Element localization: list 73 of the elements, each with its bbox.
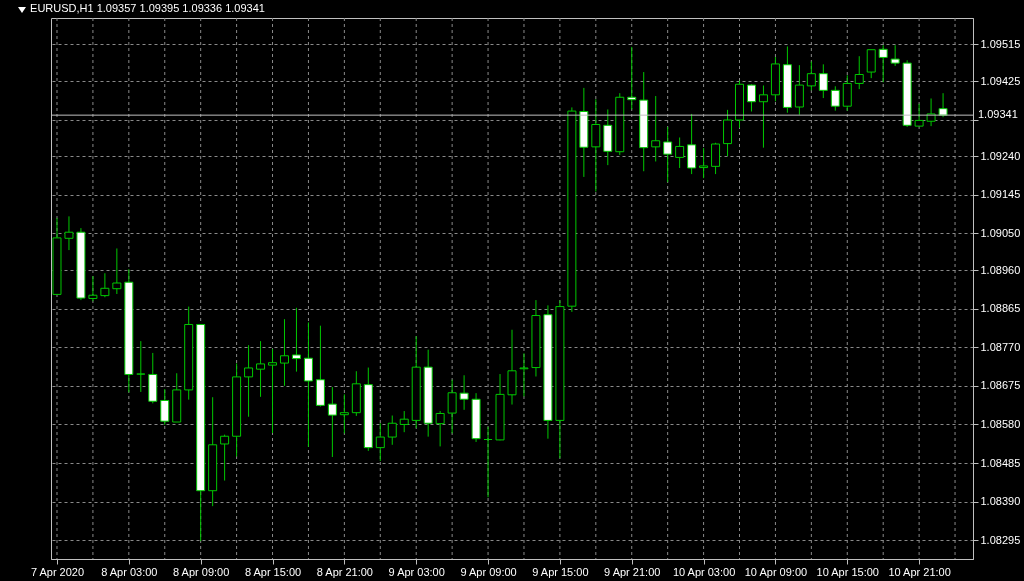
- x-tick-label: 8 Apr 21:00: [316, 565, 373, 578]
- candlestick: [435, 410, 445, 447]
- candlestick: [699, 147, 709, 179]
- y-tick-label: 1.08580: [980, 417, 1021, 430]
- y-tick-label: 1.09050: [980, 226, 1021, 239]
- candlestick: [675, 137, 685, 169]
- candlestick: [327, 386, 337, 458]
- candlestick: [291, 307, 301, 373]
- candlestick: [459, 374, 469, 411]
- candlestick: [830, 85, 840, 112]
- candlestick: [938, 92, 948, 118]
- ref-line-label: 1.09341: [978, 108, 1018, 121]
- x-tick-label: 8 Apr 09:00: [173, 565, 230, 578]
- candlestick: [375, 422, 385, 462]
- candlestick: [746, 83, 756, 112]
- candlestick: [399, 410, 409, 433]
- candlestick: [339, 393, 349, 434]
- candlestick: [591, 98, 601, 193]
- candlestick: [447, 379, 457, 434]
- x-tick-label: 7 Apr 2020: [30, 565, 85, 578]
- candlestick: [387, 415, 397, 446]
- candlestick: [220, 434, 230, 482]
- candlestick: [842, 74, 852, 112]
- candlestick: [64, 215, 74, 251]
- candlestick: [711, 142, 721, 175]
- candlestick: [100, 272, 110, 298]
- x-tick-label: 9 Apr 15:00: [532, 565, 589, 578]
- candlestick: [256, 340, 266, 398]
- candlestick: [854, 55, 864, 90]
- candlestick: [663, 126, 673, 183]
- candlestick: [866, 49, 876, 79]
- candlestick: [687, 113, 697, 175]
- x-tick-label: 10 Apr 15:00: [816, 565, 879, 578]
- candlestick: [244, 344, 254, 418]
- x-tick-label: 8 Apr 03:00: [101, 565, 158, 578]
- candlestick: [112, 247, 122, 295]
- x-tick-label: 9 Apr 21:00: [604, 565, 661, 578]
- x-tick-label: 9 Apr 09:00: [460, 565, 517, 578]
- y-tick-label: 1.08865: [980, 302, 1021, 315]
- y-tick-label: 1.09145: [980, 188, 1021, 201]
- candlestick: [136, 340, 146, 393]
- candlestick: [878, 44, 888, 83]
- candlestick: [723, 109, 733, 157]
- x-tick-label: 10 Apr 03:00: [672, 565, 736, 578]
- candlestick: [160, 388, 170, 426]
- y-tick-label: 1.09425: [980, 74, 1021, 87]
- y-tick-label: 1.08485: [980, 456, 1021, 469]
- y-tick-label: 1.08295: [980, 533, 1021, 546]
- candlestick: [507, 329, 517, 406]
- candlestick: [758, 84, 768, 149]
- y-tick-label: 1.08770: [980, 340, 1021, 353]
- x-tick-label: 10 Apr 09:00: [744, 565, 808, 578]
- x-tick-label: 9 Apr 03:00: [388, 565, 445, 578]
- candlestick: [651, 95, 661, 162]
- y-tick-label: 1.09515: [980, 37, 1021, 50]
- candlestick: [806, 60, 816, 91]
- chart-title: EURUSD,H1 1.09357 1.09395 1.09336 1.09341: [30, 1, 265, 14]
- candlestick: [818, 63, 828, 99]
- y-tick-label: 1.08390: [980, 495, 1021, 508]
- x-tick-label: 10 Apr 21:00: [888, 565, 951, 578]
- candlestick: [794, 64, 804, 116]
- candlestick: [303, 321, 313, 448]
- candlestick: [914, 103, 924, 127]
- y-tick-label: 1.09240: [980, 149, 1021, 162]
- candlestick: [268, 348, 278, 434]
- candlestick: [890, 44, 900, 67]
- candlestick: [279, 318, 289, 387]
- x-tick-label: 8 Apr 15:00: [244, 565, 302, 578]
- candlestick: [519, 352, 529, 397]
- y-tick-label: 1.08960: [980, 263, 1021, 276]
- y-tick-label: 1.08675: [980, 379, 1021, 392]
- candlestick: [627, 46, 637, 110]
- candlestick: [88, 275, 98, 302]
